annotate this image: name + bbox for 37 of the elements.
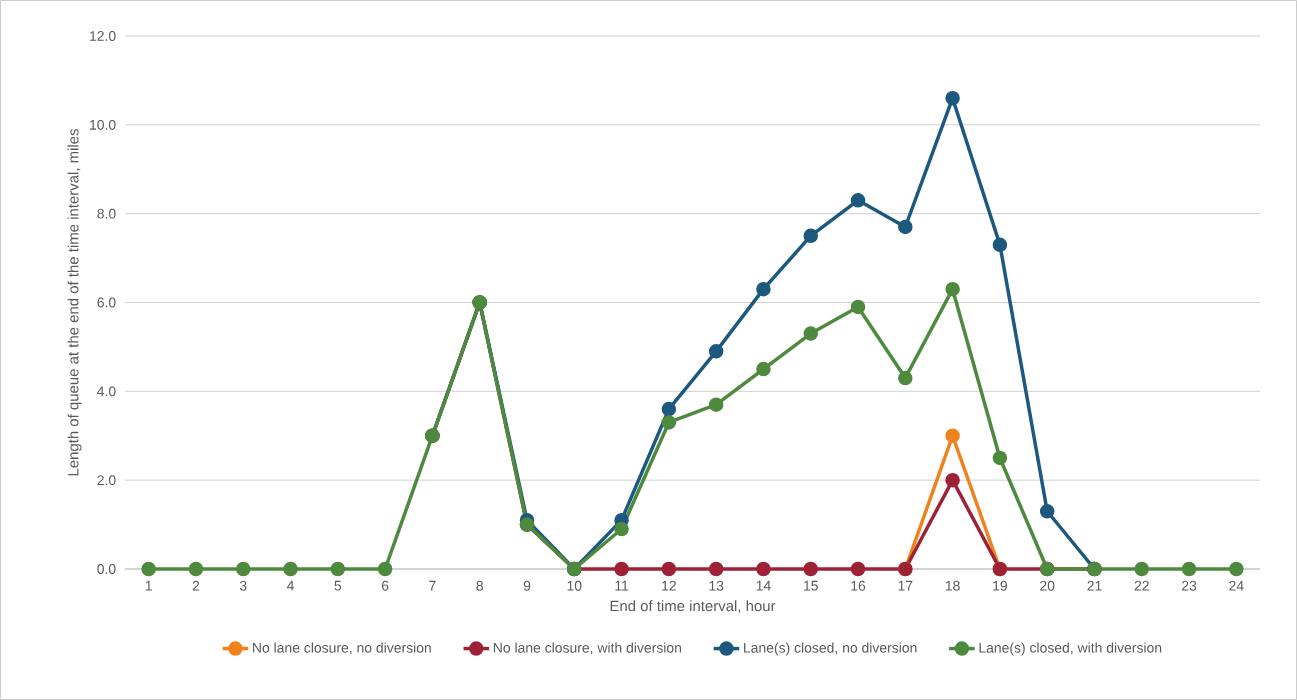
- y-tick-label: 0.0: [97, 564, 116, 574]
- x-tick-label: 24: [1229, 580, 1244, 591]
- x-tick-label: 13: [709, 580, 724, 591]
- x-tick-label: 20: [1040, 580, 1055, 591]
- x-tick-label: 11: [615, 580, 629, 591]
- y-axis-title: Length of queue at the end of the time interval, miles: [67, 129, 82, 476]
- x-tick-label: 12: [662, 580, 676, 591]
- x-tick-label: 15: [804, 580, 818, 591]
- legend-label: Lane(s) closed, with diversion: [979, 642, 1162, 656]
- y-tick-label: 10.0: [90, 119, 116, 130]
- x-tick-label: 4: [286, 580, 294, 591]
- x-tick-label: 2: [192, 580, 200, 591]
- x-tick-label: 14: [756, 580, 771, 591]
- x-tick-label: 19: [993, 580, 1007, 591]
- x-tick-label: 23: [1182, 580, 1197, 591]
- x-tick-label: 18: [945, 580, 960, 591]
- y-tick-label: 6.0: [97, 297, 116, 308]
- x-tick-label: 5: [334, 580, 342, 591]
- x-tick-label: 6: [381, 580, 389, 591]
- x-tick-label: 17: [898, 580, 913, 591]
- y-tick-label: 4.0: [97, 386, 116, 397]
- y-tick-label: 12.0: [90, 31, 116, 41]
- x-tick-label: 8: [476, 580, 483, 591]
- legend-label: No lane closure, with diversion: [493, 642, 681, 655]
- x-tick-label: 7: [429, 580, 436, 591]
- x-tick-label: 16: [851, 580, 866, 591]
- legend-label: Lane(s) closed, no diversion: [744, 642, 917, 656]
- x-axis-title: End of time interval, hour: [610, 600, 776, 613]
- x-tick-label: 9: [523, 580, 531, 591]
- y-tick-label: 2.0: [97, 475, 116, 486]
- legend-label: No lane closure, no diversion: [253, 642, 431, 655]
- x-tick-label: 21: [1087, 580, 1102, 591]
- x-tick-label: 10: [567, 580, 582, 591]
- y-tick-label: 8.0: [97, 208, 116, 219]
- x-tick-label: 22: [1134, 580, 1149, 591]
- x-tick-label: 1: [145, 580, 152, 591]
- x-tick-label: 3: [239, 580, 247, 591]
